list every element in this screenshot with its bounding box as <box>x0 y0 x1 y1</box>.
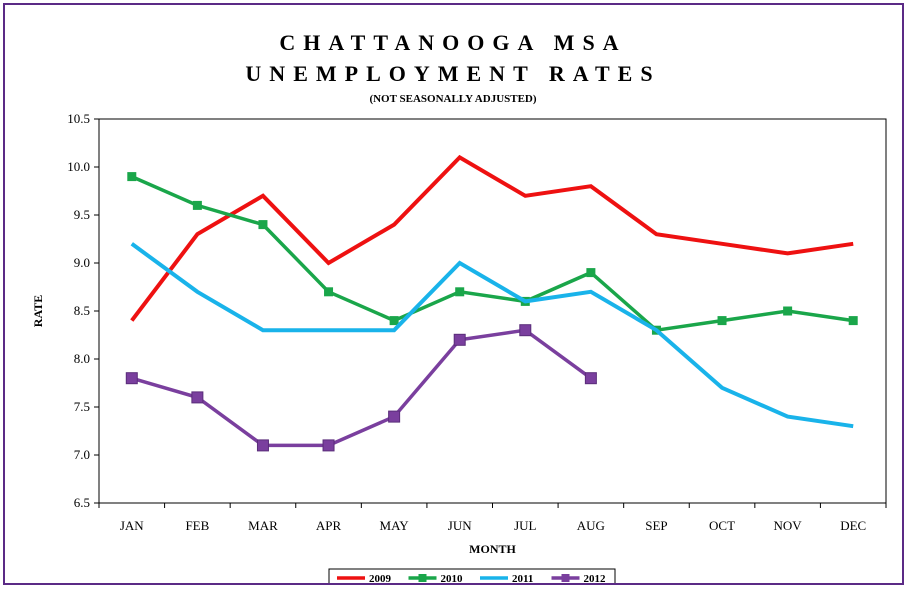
x-tick-label: JUL <box>514 518 536 533</box>
x-tick-label: NOV <box>774 518 803 533</box>
legend-marker-2012 <box>561 574 570 582</box>
y-tick-label: 10.0 <box>67 159 90 174</box>
x-tick-label: APR <box>316 518 342 533</box>
y-axis-label: RATE <box>31 295 45 327</box>
data-point-2012 <box>256 439 269 452</box>
series-line-2010 <box>131 174 854 333</box>
y-tick-label: 8.5 <box>74 303 90 318</box>
x-tick-label: OCT <box>709 518 735 533</box>
x-tick-label: DEC <box>840 518 866 533</box>
legend-label-2009: 2009 <box>369 573 392 583</box>
x-tick-label: MAY <box>380 518 410 533</box>
y-tick-label: 9.5 <box>74 207 90 222</box>
data-point-2012 <box>519 324 532 337</box>
x-tick-label: SEP <box>645 518 667 533</box>
data-point-2010 <box>455 287 465 297</box>
y-tick-label: 7.0 <box>74 447 90 462</box>
data-point-2010 <box>192 200 202 210</box>
chart-canvas: CHATTANOOGA MSA UNEMPLOYMENT RATES (NOT SE… <box>31 30 887 583</box>
y-tick-label: 8.0 <box>74 351 90 366</box>
chart-subtitle: (NOT SEASONALLY ADJUSTED) <box>369 93 536 105</box>
data-point-2012 <box>453 333 466 346</box>
x-axis-label: MONTH <box>469 542 516 556</box>
data-point-2010 <box>258 220 268 230</box>
y-tick-label: 7.5 <box>74 399 90 414</box>
legend-box <box>328 568 616 583</box>
data-point-2012 <box>388 410 401 423</box>
legend-label-2012: 2012 <box>584 573 607 583</box>
data-point-2010 <box>324 287 334 297</box>
legend-label-2011: 2011 <box>512 573 533 583</box>
data-point-2012 <box>125 372 138 385</box>
data-point-2010 <box>783 306 793 316</box>
x-tick-label: JAN <box>120 518 144 533</box>
chart-frame: CHATTANOOGA MSA UNEMPLOYMENT RATES (NOT SE… <box>3 3 904 585</box>
legend-marker-2010 <box>418 574 427 582</box>
y-tick-label: 10.5 <box>67 111 90 126</box>
series-line-2011 <box>130 242 854 429</box>
data-point-2012 <box>584 372 597 385</box>
y-tick-label: 6.5 <box>74 495 90 510</box>
data-point-2010 <box>586 268 596 278</box>
data-point-2012 <box>191 391 204 404</box>
legend-label-2010: 2010 <box>441 573 464 583</box>
data-point-2010 <box>848 316 858 326</box>
x-tick-label: FEB <box>185 518 209 533</box>
chart-title-line2: UNEMPLOYMENT RATES <box>245 61 660 86</box>
y-tick-label: 9.0 <box>74 255 90 270</box>
data-point-2010 <box>717 316 727 326</box>
data-point-2012 <box>322 439 335 452</box>
chart-title-line1: CHATTANOOGA MSA <box>279 30 626 55</box>
x-tick-label: MAR <box>248 518 278 533</box>
data-point-2010 <box>389 316 399 326</box>
x-tick-label: JUN <box>448 518 472 533</box>
data-point-2010 <box>127 172 137 182</box>
x-tick-label: AUG <box>577 518 605 533</box>
series-line-2009 <box>130 154 854 322</box>
series-line-2012 <box>131 328 592 448</box>
